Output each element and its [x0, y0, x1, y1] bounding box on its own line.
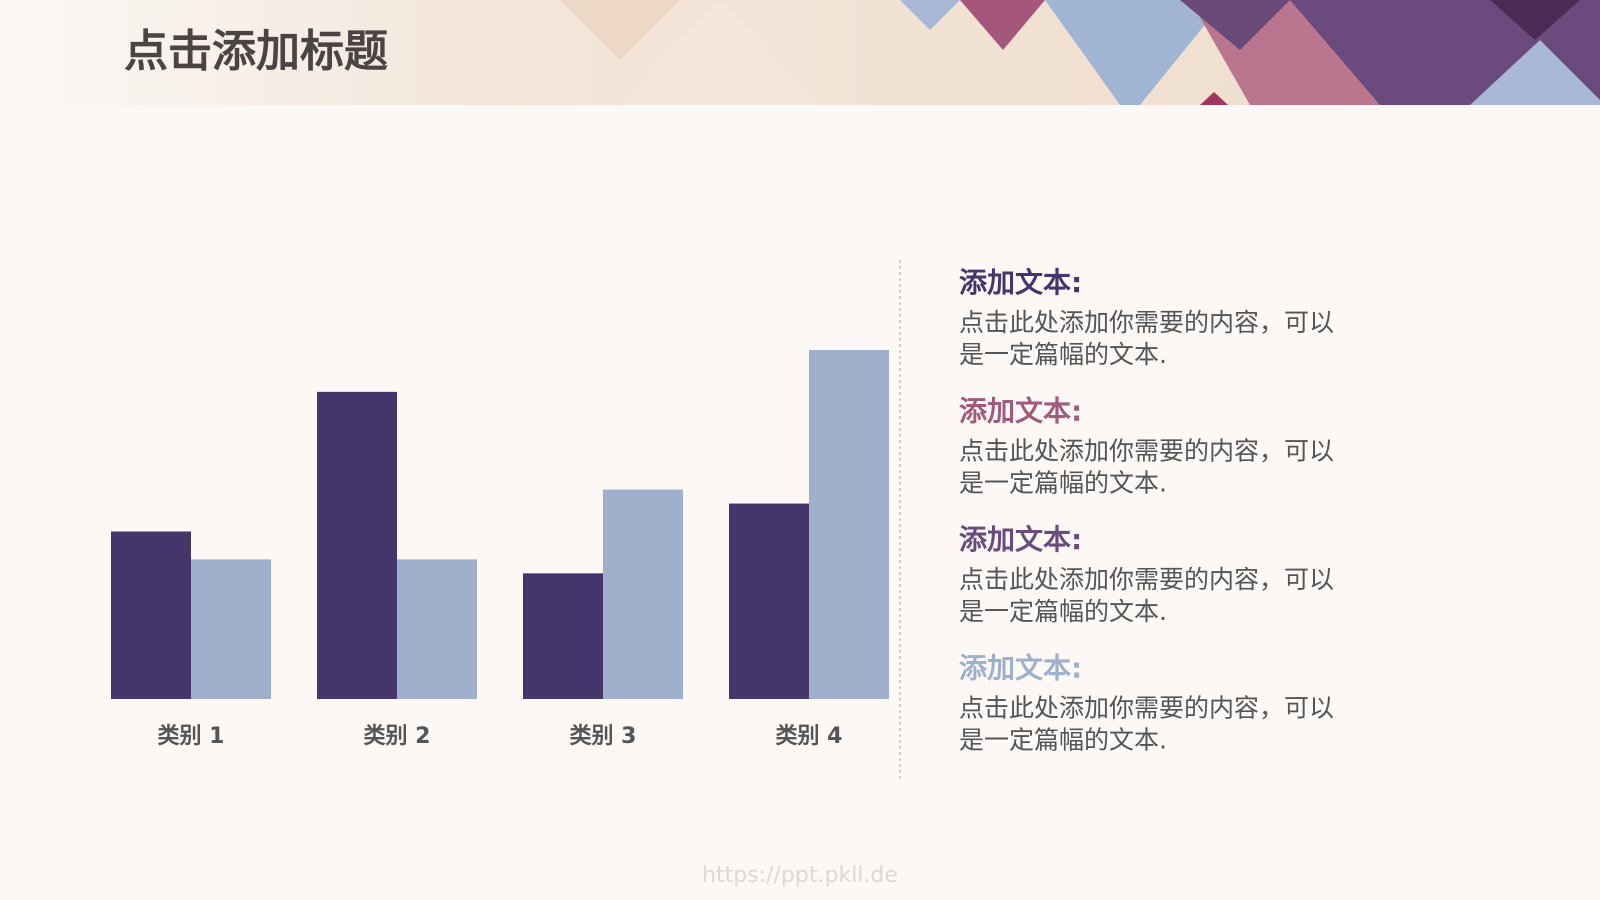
bar [809, 350, 889, 699]
note-text: 是一定篇幅的文本. [959, 726, 1167, 755]
note-text: 是一定篇幅的文本. [959, 597, 1167, 626]
note-text: 点击此处添加你需要的内容，可以 [959, 308, 1334, 337]
x-tick-label: 类别 3 [570, 724, 637, 749]
note-text: 点击此处添加你需要的内容，可以 [959, 437, 1334, 466]
note-heading: 添加文本: [959, 652, 1082, 685]
note-text: 点击此处添加你需要的内容，可以 [959, 565, 1334, 594]
x-tick-label: 类别 1 [158, 724, 225, 749]
note-heading: 添加文本: [959, 266, 1082, 299]
x-tick-label: 类别 4 [776, 724, 843, 749]
note-text: 是一定篇幅的文本. [959, 469, 1167, 498]
bar [603, 489, 683, 699]
bar [523, 573, 603, 699]
bar [111, 531, 191, 699]
note-heading: 添加文本: [959, 523, 1082, 556]
bar [317, 391, 397, 699]
note-text: 是一定篇幅的文本. [959, 340, 1167, 369]
bar [397, 559, 477, 699]
bar [191, 559, 271, 699]
slide-title: 点击添加标题 [124, 26, 388, 77]
note-text: 点击此处添加你需要的内容，可以 [959, 694, 1334, 723]
watermark: https://ppt.pkll.de [702, 863, 898, 888]
header-decoration [0, 0, 1600, 105]
note-heading: 添加文本: [959, 395, 1082, 428]
x-tick-label: 类别 2 [364, 724, 431, 749]
bar [729, 503, 809, 699]
